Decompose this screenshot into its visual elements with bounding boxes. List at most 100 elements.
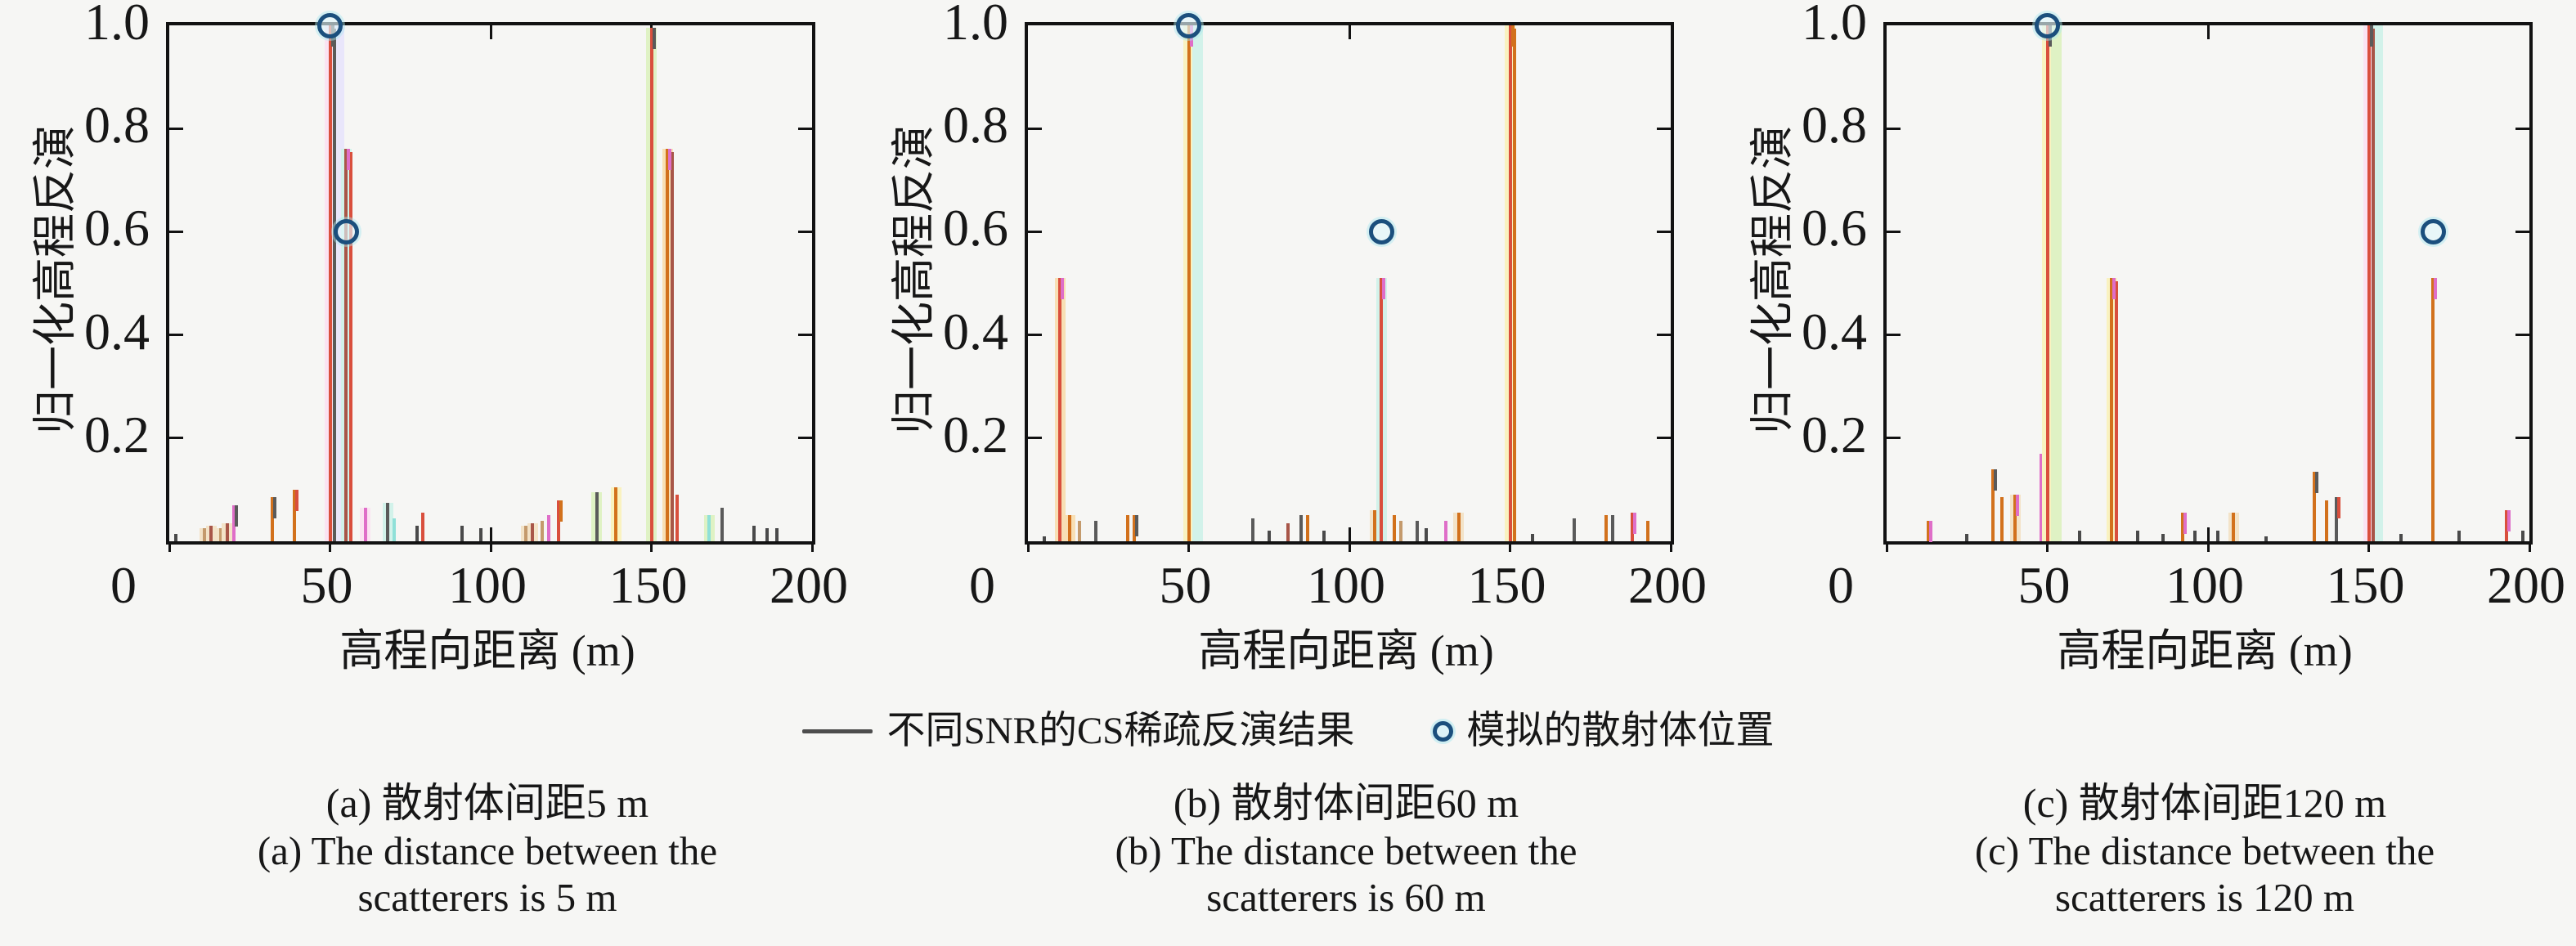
y-tick-mark (169, 437, 183, 440)
plot-area-c (1883, 12, 2533, 552)
stem-spike (344, 149, 348, 541)
y-tick-mark (1657, 230, 1671, 233)
stem-spike (231, 504, 236, 541)
x-tick-label: 100 (1307, 556, 1385, 614)
stem-tip (1134, 515, 1138, 537)
x-tick-stub (1885, 545, 1888, 552)
x-tick-stub (2206, 545, 2210, 552)
stem-halo (2050, 25, 2062, 541)
caption-b-zh: (b) 散射体间距60 m (1173, 780, 1519, 826)
x-tick-label: 150 (2326, 556, 2405, 614)
stem-halo (1192, 25, 1203, 541)
stem-tip (2314, 471, 2318, 493)
stem-spike (393, 518, 397, 541)
stem-spike (1646, 520, 1650, 541)
x-tick-stub (810, 545, 814, 552)
y-tick-label: 1.0 (84, 0, 150, 51)
x-tick-label: 100 (2165, 556, 2244, 614)
stem-spike (1573, 518, 1577, 541)
y-tick-mark (1657, 334, 1671, 337)
stem-spike (460, 526, 464, 541)
stem-spike (415, 526, 419, 541)
line-sample-icon (801, 729, 873, 733)
chart-panel-c: 归一化高程反演 高程向距离 (m) 0 50 100 150 200 0.2 0.4 0.6 0… (1717, 0, 2576, 695)
stem-spike (2045, 25, 2049, 541)
stem-tip (559, 500, 563, 522)
stem-spike (1077, 520, 1081, 541)
stem-spike (386, 502, 390, 541)
y-tick-mark (798, 437, 812, 440)
y-axis-label: 归一化高程反演 (1748, 125, 1797, 434)
stem-spike (1990, 469, 1995, 541)
x-tick-mark (1348, 527, 1351, 541)
scatterer-marker (1368, 218, 1394, 244)
stem-tip (2016, 495, 2020, 517)
stem-spike (1965, 533, 1969, 541)
stem-spike (1425, 528, 1429, 541)
stem-spike (2367, 25, 2371, 541)
x-tick-stub (1348, 545, 1351, 552)
y-tick-mark (2515, 437, 2529, 440)
stem-layer (1887, 25, 2529, 542)
x-tick-label: 200 (2487, 556, 2565, 614)
stem-spike (1508, 25, 1512, 541)
stem-spike (2110, 278, 2114, 541)
stem-spike (752, 526, 756, 541)
stem-spike (1393, 515, 1397, 541)
caption-a-en-line1: (a) The distance between the (257, 828, 718, 873)
stem-spike (2000, 497, 2004, 541)
x-tick-label: 50 (1159, 556, 1212, 614)
stem-spike (614, 486, 618, 541)
stem-spike (675, 495, 679, 541)
x-tick-stub (1187, 545, 1190, 552)
x-tick-stub (2367, 545, 2370, 552)
stem-spike (1187, 25, 1191, 541)
y-axis-label: 归一化高程反演 (889, 125, 939, 434)
stem-spike (1373, 510, 1377, 541)
stem-tip (668, 149, 672, 171)
stem-spike (666, 149, 670, 541)
caption-c-zh: (c) 散射体间距120 m (2022, 780, 2387, 826)
stem-spike (2505, 510, 2509, 541)
stem-spike (1251, 518, 1255, 541)
stem-tip (1061, 278, 1065, 300)
stem-spike (2335, 497, 2339, 541)
stem-spike (649, 28, 653, 541)
x-tick-stub (168, 545, 171, 552)
legend-line-label: 不同SNR的CS稀疏反演结果 (886, 710, 1355, 752)
scatterer-marker (317, 12, 343, 38)
y-tick-label: 0.2 (1802, 405, 1867, 464)
stem-spike (218, 528, 222, 541)
stem-tip (1993, 469, 1997, 491)
plot-area-a (166, 12, 815, 552)
stem-spike (524, 526, 528, 541)
stem-spike-secondary (333, 29, 336, 541)
stem-spike-secondary (670, 152, 674, 541)
stem-spike (2264, 536, 2268, 541)
plot-area-b (1025, 12, 1674, 552)
y-tick-mark (798, 127, 812, 130)
y-tick-mark (1028, 127, 1042, 130)
y-tick-mark (1028, 437, 1042, 440)
x-tick-stub (650, 545, 653, 552)
stem-spike (2077, 531, 2081, 541)
y-tick-mark (798, 230, 812, 233)
stem-spike (595, 492, 599, 541)
stem-spike (2521, 531, 2525, 541)
x-tick-mark (2206, 25, 2210, 39)
stem-spike (1042, 536, 1046, 541)
x-tick-mark (2206, 527, 2210, 541)
x-tick-mark (489, 25, 492, 39)
y-tick-mark (2515, 334, 2529, 337)
stem-spike (2215, 531, 2219, 541)
y-tick-mark (169, 127, 183, 130)
stem-spike (2325, 500, 2329, 541)
stem-tip (295, 489, 299, 511)
stem-spike (2013, 495, 2017, 541)
stem-spike (2457, 531, 2461, 541)
scatterer-marker (2420, 218, 2446, 244)
stem-tip (1929, 520, 1933, 542)
stem-tip (2112, 278, 2116, 300)
caption-a-zh: (a) 散射体间距5 m (325, 780, 649, 826)
